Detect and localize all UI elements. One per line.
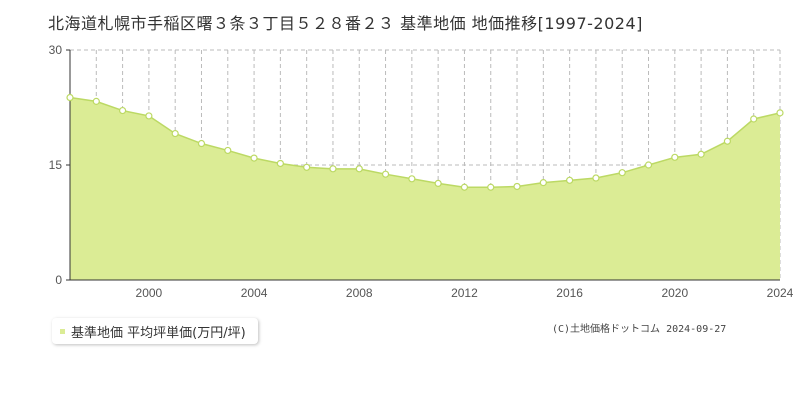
data-point <box>381 170 390 178</box>
data-point <box>618 169 626 177</box>
legend[interactable]: 基準地価 平均坪単価(万円/坪) <box>52 318 258 344</box>
copyright-text: (C)土地価格ドットコム 2024-09-27 <box>552 324 727 335</box>
series-area <box>70 97 780 281</box>
data-point <box>671 153 679 161</box>
chart-title: 北海道札幌市手稲区曙３条３丁目５２８番２３ 基準地価 地価推移[1997-202… <box>48 14 643 33</box>
data-point <box>434 179 442 187</box>
data-point <box>408 175 416 183</box>
data-point <box>145 112 153 120</box>
data-point <box>197 139 206 148</box>
x-tick-label: 2016 <box>556 286 583 300</box>
data-point <box>539 179 547 187</box>
data-point <box>303 163 311 171</box>
series-line <box>69 96 781 188</box>
y-tick-label: 0 <box>55 273 62 287</box>
data-point <box>644 161 653 169</box>
data-point <box>776 109 784 117</box>
legend-label: 基準地価 平均坪単価(万円/坪) <box>71 325 246 341</box>
y-tick-label: 15 <box>49 158 63 172</box>
data-point <box>224 146 232 155</box>
data-point <box>592 174 600 182</box>
data-point <box>92 97 100 105</box>
data-point <box>566 176 574 184</box>
data-point <box>723 137 732 145</box>
data-point <box>513 182 521 191</box>
data-point <box>750 115 758 123</box>
data-point <box>487 183 495 191</box>
data-point <box>355 165 363 173</box>
data-point <box>697 150 705 158</box>
x-tick-label: 2000 <box>136 286 163 300</box>
x-tick-label: 2012 <box>451 286 478 300</box>
x-tick-label: 2020 <box>661 286 688 300</box>
x-tick-label: 2004 <box>241 286 268 300</box>
data-point <box>250 154 258 162</box>
x-tick-label: 2008 <box>346 286 373 300</box>
data-point <box>118 106 127 115</box>
data-point <box>460 183 469 191</box>
x-tick-label: 2024 <box>767 286 794 300</box>
data-point <box>171 129 179 138</box>
data-point <box>276 159 284 168</box>
data-point <box>66 93 74 102</box>
y-tick-label: 30 <box>49 43 63 57</box>
data-point <box>329 165 337 173</box>
legend-swatch-icon <box>60 328 65 334</box>
